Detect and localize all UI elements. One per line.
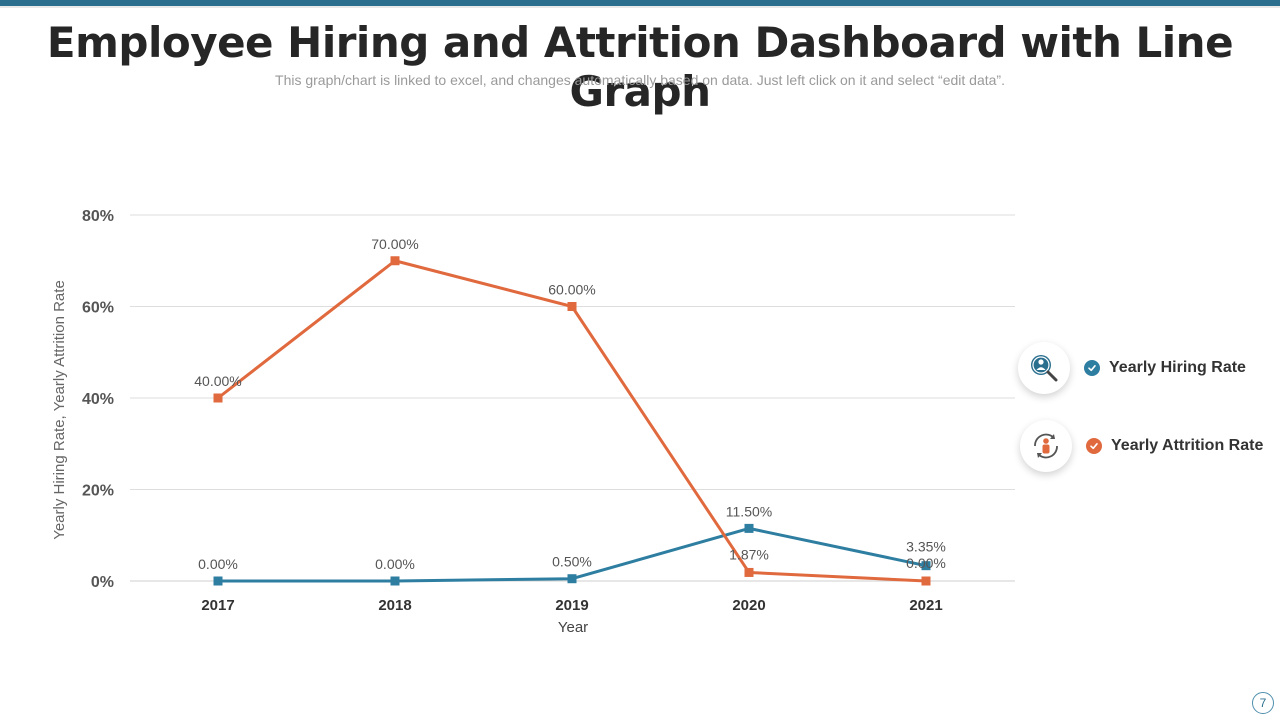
top-accent-bar xyxy=(0,0,1280,8)
y-tick-label: 0% xyxy=(91,574,114,591)
legend-label-attrition: Yearly Attrition Rate xyxy=(1111,437,1264,454)
data-label: 40.00% xyxy=(194,373,241,389)
legend-item-hiring[interactable]: Yearly Hiring Rate xyxy=(1018,342,1246,394)
y-axis-title: Yearly Hiring Rate, Yearly Attrition Rat… xyxy=(51,280,68,540)
page-subtitle: This graph/chart is linked to excel, and… xyxy=(275,72,1005,88)
data-label: 60.00% xyxy=(548,282,595,298)
legend-item-attrition[interactable]: Yearly Attrition Rate xyxy=(1020,420,1263,472)
data-point xyxy=(390,256,400,266)
y-tick-label: 60% xyxy=(82,300,114,317)
data-label: 11.50% xyxy=(726,503,772,519)
page-number: 7 xyxy=(1252,692,1274,714)
y-tick-label: 20% xyxy=(82,483,114,500)
data-point xyxy=(921,576,931,586)
data-label: 0.00% xyxy=(198,556,238,572)
x-tick-label: 2021 xyxy=(909,597,942,614)
data-label: 0.00% xyxy=(375,556,415,572)
person-cycle-icon xyxy=(1020,420,1072,472)
data-label: 0.50% xyxy=(552,554,592,570)
check-icon xyxy=(1084,360,1100,376)
data-point xyxy=(213,576,223,586)
data-point xyxy=(567,302,577,311)
check-icon xyxy=(1086,438,1102,454)
data-label: 0.00% xyxy=(906,555,946,571)
y-tick-label: 80% xyxy=(82,208,114,225)
data-label: 3.35% xyxy=(906,539,946,555)
x-axis-title: Year xyxy=(558,619,588,636)
data-point xyxy=(744,523,754,533)
x-tick-label: 2020 xyxy=(732,597,765,614)
x-tick-label: 2019 xyxy=(555,597,588,614)
x-tick-label: 2018 xyxy=(378,597,411,614)
data-point xyxy=(921,561,931,571)
x-tick-label: 2017 xyxy=(201,597,234,614)
legend-label-hiring: Yearly Hiring Rate xyxy=(1109,359,1246,376)
data-point xyxy=(390,576,400,586)
data-point xyxy=(213,393,223,403)
data-point xyxy=(744,567,754,577)
search-person-icon xyxy=(1018,342,1070,394)
data-point xyxy=(567,574,577,584)
page-title: Employee Hiring and Attrition Dashboard … xyxy=(46,18,1234,116)
y-tick-label: 40% xyxy=(82,391,114,408)
data-label: 70.00% xyxy=(371,236,418,252)
data-label: 1.87% xyxy=(729,546,769,562)
